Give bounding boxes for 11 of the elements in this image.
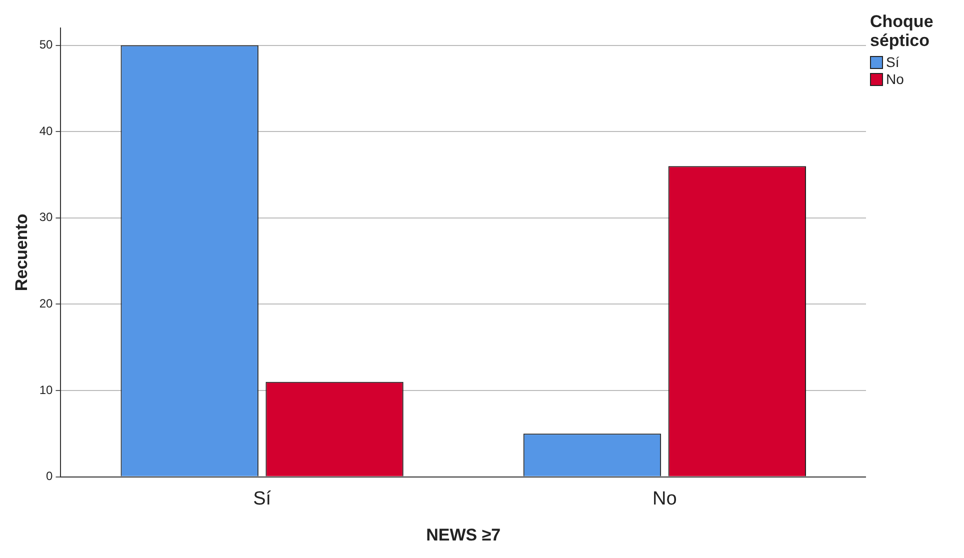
y-tick-label: 10 [39,382,54,397]
legend-label: Sí [886,54,900,71]
legend-label: No [886,71,904,88]
y-tick-label: 50 [39,38,54,52]
x-axis-title: NEWS ≥7 [426,525,501,544]
y-axis-title: Recuento [12,214,31,292]
legend-title: Choque séptico [870,12,934,50]
y-tick-label: 40 [39,124,54,138]
y-tick-label: 0 [46,469,54,484]
y-tick-label: 30 [39,210,54,224]
y-tick-label: 20 [39,296,54,310]
